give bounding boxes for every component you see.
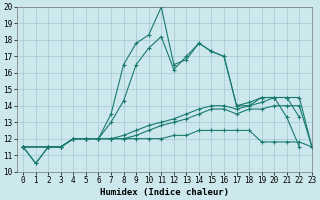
X-axis label: Humidex (Indice chaleur): Humidex (Indice chaleur) (100, 188, 229, 197)
